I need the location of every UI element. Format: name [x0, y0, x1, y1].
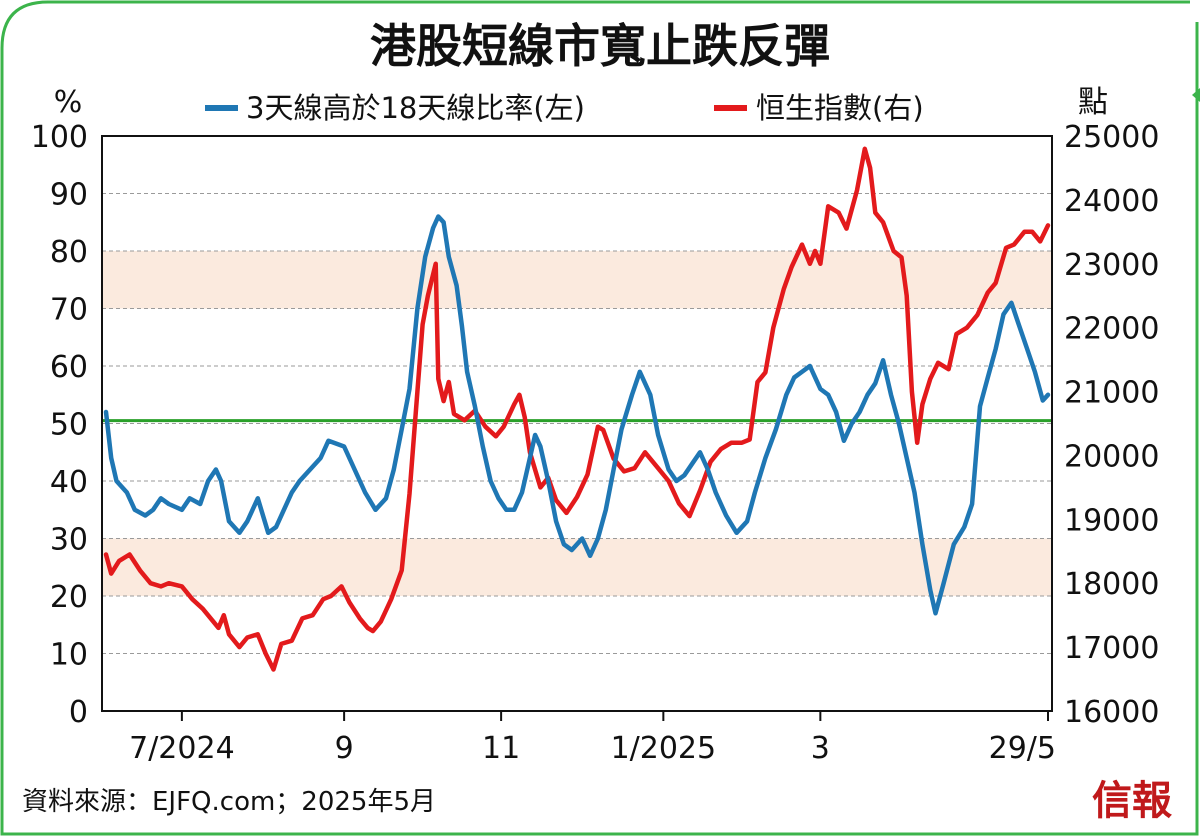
- shaded-band-0: [102, 538, 1052, 596]
- left-axis: 0 10 20 30 40 50 60 70 80 90 100: [31, 120, 88, 730]
- left-axis-unit: %: [54, 85, 83, 120]
- x-tick-label: 9: [335, 731, 354, 766]
- plot-area-border: [101, 135, 1053, 712]
- left-tick-label: 90: [50, 178, 88, 213]
- left-tick-label: 0: [69, 695, 88, 730]
- left-tick-label: 60: [50, 350, 88, 385]
- left-tick-label: 20: [50, 580, 88, 615]
- right-tick-label: 18000: [1064, 567, 1159, 602]
- x-tick-label: 11: [482, 731, 520, 766]
- right-tick-label: 25000: [1064, 120, 1159, 155]
- left-tick-label: 80: [50, 235, 88, 270]
- right-tick-label: 20000: [1064, 439, 1159, 474]
- logo: 信報: [1092, 778, 1172, 824]
- left-tick-label: 30: [50, 523, 88, 558]
- x-tick-label: 7/2024: [129, 731, 235, 766]
- x-axis: 7/2024 9 11 1/2025 3 29/5: [129, 711, 1056, 766]
- right-axis: 16000 17000 18000 19000 20000 21000 22000 23000…: [1064, 120, 1159, 730]
- series-hsi-line: [103, 146, 1051, 672]
- legend-label-breadth: 3天線高於18天線比率(左): [246, 91, 585, 125]
- right-tick-label: 19000: [1064, 503, 1159, 538]
- shaded-band-1: [102, 251, 1052, 309]
- x-tick-label: 29/5: [989, 731, 1056, 766]
- right-tick-label: 24000: [1064, 184, 1159, 219]
- right-tick-label: 22000: [1064, 312, 1159, 347]
- series-breadth-line: [103, 214, 1051, 616]
- right-tick-label: 17000: [1064, 631, 1159, 666]
- right-tick-label: 23000: [1064, 248, 1159, 283]
- left-tick-label: 10: [50, 638, 88, 673]
- right-axis-unit: 點: [1078, 85, 1108, 120]
- left-tick-label: 100: [31, 120, 88, 155]
- legend-label-hsi: 恒生指數(右): [756, 91, 924, 125]
- legend: 3天線高於18天線比率(左) 恒生指數(右): [205, 91, 924, 125]
- chart-title: 港股短線市寬止跌反彈: [370, 19, 830, 73]
- right-tick-label: 16000: [1064, 695, 1159, 730]
- shaded-bands: [102, 251, 1052, 596]
- source-note: 資料來源：EJFQ.com；2025年5月: [22, 787, 436, 817]
- series-lines: [103, 146, 1051, 672]
- x-tick-label: 1/2025: [611, 731, 717, 766]
- left-tick-label: 50: [50, 408, 88, 443]
- left-tick-label: 70: [50, 293, 88, 328]
- left-tick-label: 40: [50, 465, 88, 500]
- corner-arrow-icon: [1192, 88, 1200, 102]
- x-tick-label: 3: [811, 731, 830, 766]
- right-tick-label: 21000: [1064, 376, 1159, 411]
